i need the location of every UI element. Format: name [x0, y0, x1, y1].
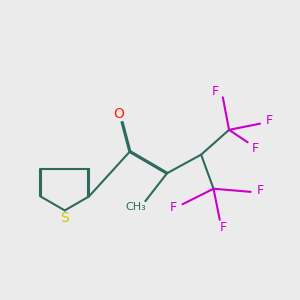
Text: F: F: [256, 184, 264, 197]
Text: F: F: [219, 221, 226, 234]
Text: F: F: [212, 85, 219, 98]
Text: F: F: [252, 142, 259, 155]
Text: S: S: [60, 211, 69, 225]
Text: O: O: [114, 107, 124, 122]
Text: F: F: [266, 114, 273, 127]
Text: CH₃: CH₃: [126, 202, 146, 212]
Text: F: F: [170, 201, 177, 214]
